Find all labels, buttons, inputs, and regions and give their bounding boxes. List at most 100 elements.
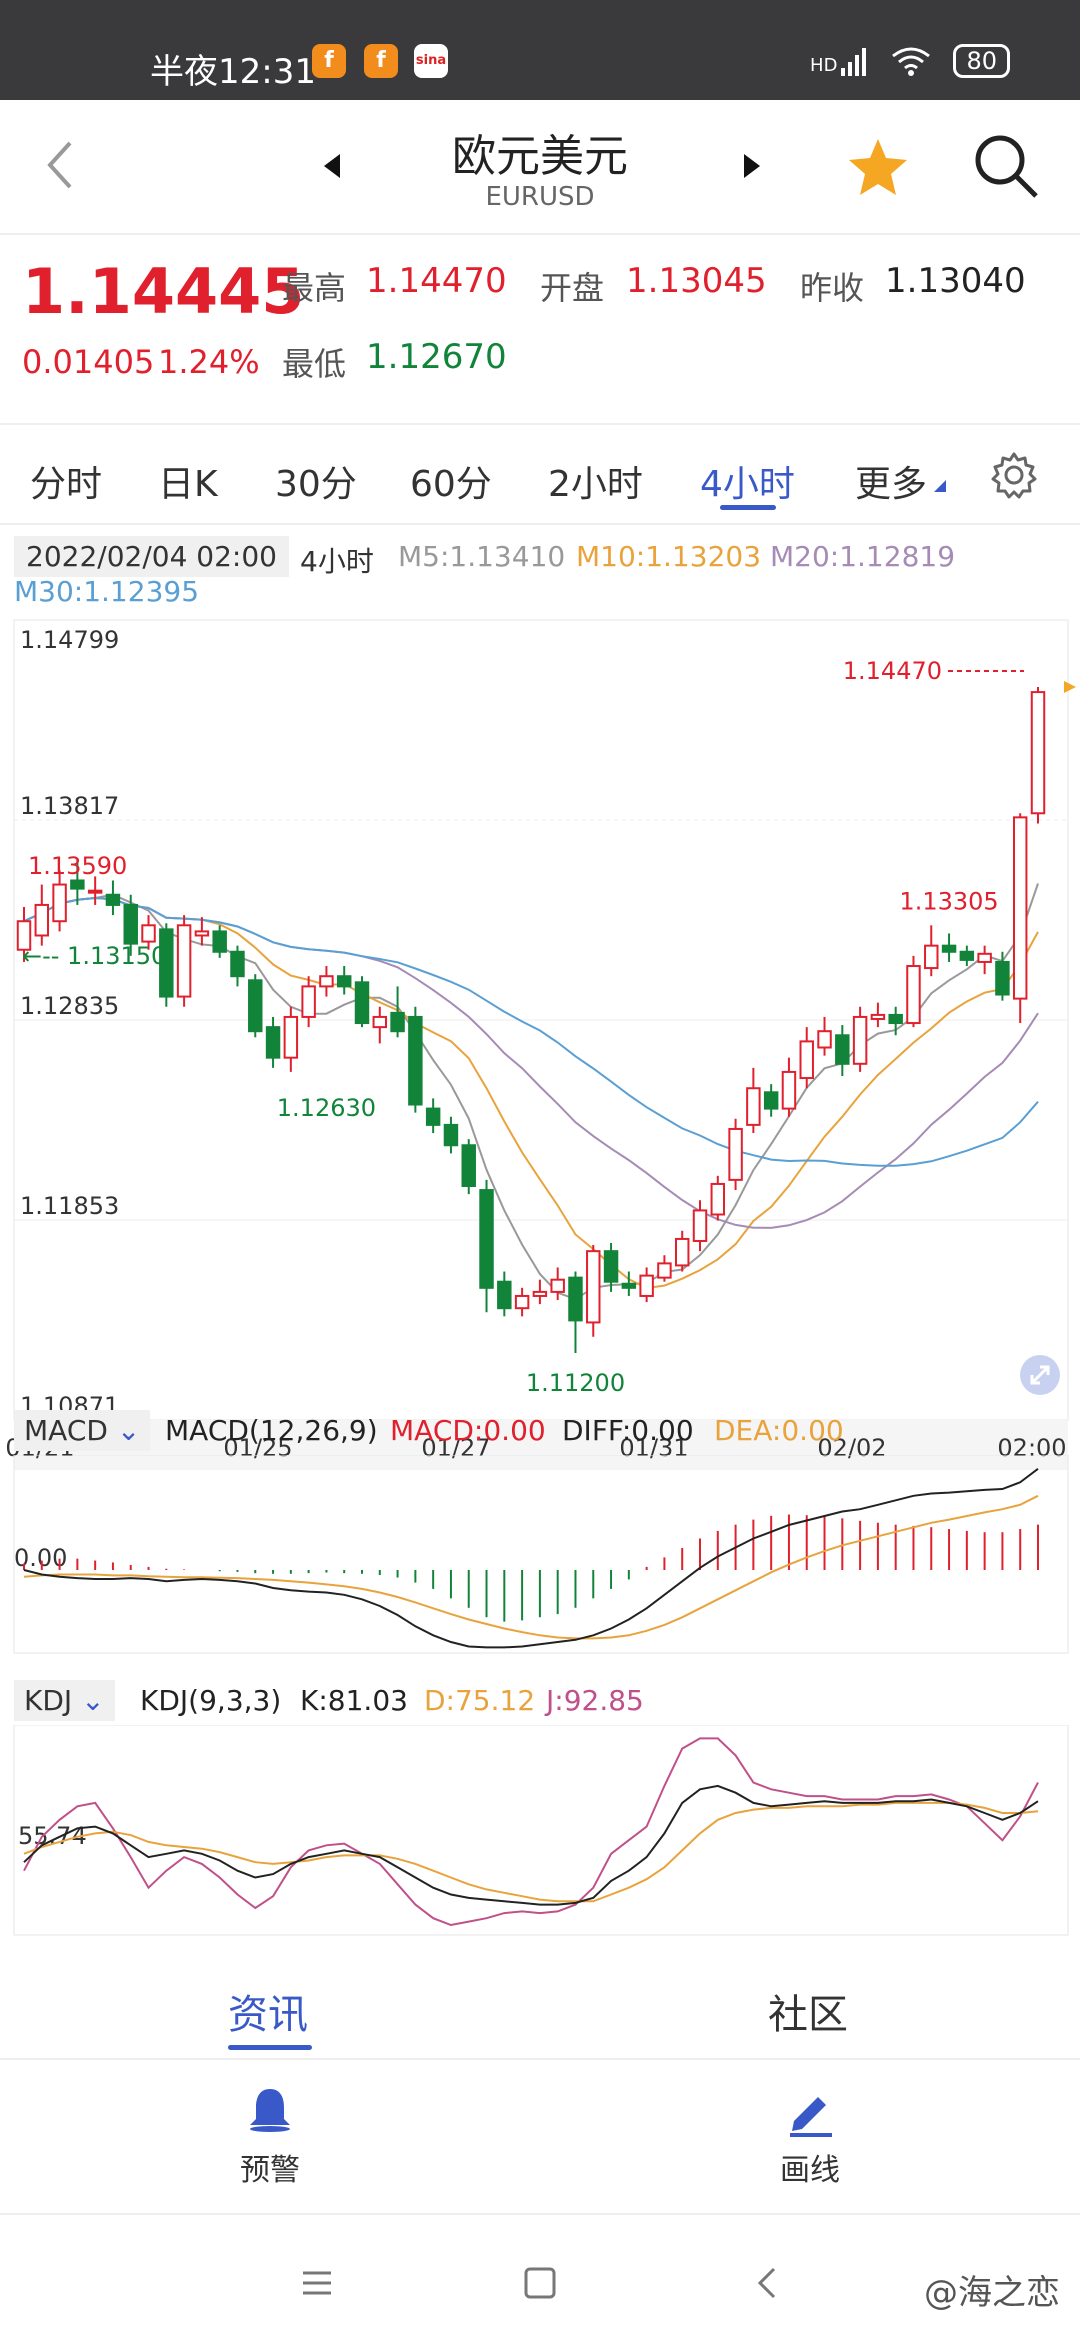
sina-icon: sina: [414, 44, 448, 78]
x-tick-label: 02:00: [997, 1434, 1066, 1462]
open-value: 1.13045: [626, 261, 767, 301]
ma10-line: [23, 896, 1039, 1290]
expand-icon-glyph: [1030, 1365, 1050, 1385]
candle-up: [319, 975, 334, 988]
expand-icon: [1020, 1355, 1060, 1395]
macd-frame: [13, 1455, 1069, 1654]
tab-4hour[interactable]: 4小时: [700, 464, 795, 505]
diff-line: [23, 1468, 1039, 1649]
watermark: @海之恋: [924, 2273, 1060, 2313]
tab-news[interactable]: 资讯: [228, 1992, 308, 2038]
candle-up: [746, 1087, 761, 1126]
gear-icon[interactable]: [990, 451, 1038, 499]
tab-30min[interactable]: 30分: [275, 464, 357, 505]
signal-icon: HD: [810, 46, 869, 76]
app-notification-icon: f: [364, 44, 398, 78]
low2-annotation: 1.11200: [526, 1369, 625, 1397]
ma5-value: M5:1.13410: [398, 540, 566, 573]
candle-down: [230, 950, 245, 978]
search-icon[interactable]: [972, 132, 1042, 202]
tab-timeshare[interactable]: 分时: [30, 464, 103, 505]
candle-up: [301, 985, 316, 1018]
x-tick-label: 01/27: [421, 1434, 490, 1462]
header: 欧元美元 EURUSD: [0, 100, 1080, 235]
page-subtitle: EURUSD: [485, 182, 595, 212]
system-nav-bar: @海之恋: [0, 2215, 1080, 2340]
prev-arrow-icon[interactable]: [320, 152, 344, 180]
candle-down: [159, 928, 174, 998]
network-type: HD: [810, 55, 838, 76]
candle-up: [639, 1274, 654, 1297]
low1-annotation: 1.12630: [277, 1094, 376, 1122]
candle-down: [336, 975, 352, 988]
kdj-frame: [13, 1725, 1069, 1936]
tab-daily-k[interactable]: 日K: [158, 464, 218, 505]
alert-button[interactable]: 预警: [190, 2083, 350, 2189]
menu-icon[interactable]: [297, 2263, 337, 2303]
candle-up: [728, 1127, 743, 1181]
tab-community[interactable]: 社区: [768, 1992, 848, 2038]
k-value: K:81.03: [300, 1684, 408, 1717]
home-icon[interactable]: [520, 2263, 560, 2303]
active-tab-indicator: [720, 505, 776, 510]
candle-down: [603, 1250, 619, 1283]
action-bar: 预警 画线: [0, 2065, 1080, 2215]
y-tick-label: 1.11853: [20, 1192, 119, 1220]
candle-down: [265, 1026, 281, 1059]
candle-up: [674, 1237, 690, 1267]
kdj-selector[interactable]: KDJ ⌄: [14, 1680, 115, 1721]
candle-down: [425, 1107, 441, 1126]
candle-down: [354, 981, 370, 1025]
tab-more[interactable]: 更多: [855, 464, 928, 505]
left-high-annotation: 1.13590: [28, 852, 127, 880]
diff-value: DIFF:0.00: [562, 1414, 694, 1447]
period-tabs: 分时 日K 30分 60分 2小时 4小时 更多: [0, 425, 1080, 525]
candle-up: [817, 1030, 832, 1049]
tab-2hour[interactable]: 2小时: [548, 464, 643, 505]
candle-down: [123, 903, 138, 945]
candle-down: [888, 1013, 903, 1025]
candle-up: [781, 1070, 797, 1110]
content-tabs: 资讯 社区: [0, 1960, 1080, 2060]
tab-60min[interactable]: 60分: [410, 464, 492, 505]
macd-selector[interactable]: MACD ⌄: [14, 1410, 151, 1451]
more-dropdown-icon: [934, 480, 946, 492]
nav-back-icon[interactable]: [748, 2263, 788, 2303]
candle-up: [87, 889, 103, 894]
chart-datetime: 2022/02/04 02:00: [14, 536, 289, 577]
candle-up: [34, 903, 50, 937]
candle-down: [479, 1189, 494, 1289]
candlestick-chart[interactable]: 1.147991.138171.128351.118531.1087101/21…: [0, 610, 1080, 1480]
chart-area: 2022/02/04 02:00 4小时 M5:1.13410 M10:1.13…: [0, 530, 1080, 1955]
d-value: D:75.12: [424, 1684, 536, 1717]
kdj-selector-label: KDJ: [24, 1684, 73, 1717]
wifi-icon: [892, 47, 931, 76]
candle-down: [995, 960, 1010, 996]
next-arrow-icon[interactable]: [740, 152, 764, 180]
chart-period: 4小时: [300, 545, 374, 578]
price-change: 0.01405: [22, 343, 155, 381]
ma30-value: M30:1.12395: [14, 575, 200, 608]
y-tick-label: 1.13817: [20, 792, 119, 820]
alert-label: 预警: [240, 2153, 300, 2188]
candle-up: [283, 1015, 299, 1059]
candle-up: [852, 1015, 868, 1065]
candle-down: [835, 1034, 850, 1065]
candle-up: [176, 924, 192, 998]
open-label: 开盘: [540, 269, 605, 307]
k-line: [23, 1784, 1039, 1906]
candle-up: [532, 1290, 548, 1297]
candle-down: [763, 1091, 779, 1110]
macd-value: MACD:0.00: [390, 1414, 546, 1447]
macd-chart: 0.00: [13, 1455, 1069, 1654]
draw-line-button[interactable]: 画线: [730, 2083, 890, 2189]
x-axis-band: [14, 1420, 1068, 1470]
candle-up: [692, 1209, 708, 1242]
low-value: 1.12670: [366, 337, 507, 377]
star-icon[interactable]: [845, 135, 911, 201]
back-icon[interactable]: [40, 135, 80, 195]
quote-panel: 1.14445 0.01405 1.24% 最高 1.14470 开盘 1.13…: [0, 235, 1080, 425]
current-price: 1.14445: [22, 255, 305, 328]
candle-up: [372, 1015, 388, 1029]
candle-down: [941, 944, 957, 953]
